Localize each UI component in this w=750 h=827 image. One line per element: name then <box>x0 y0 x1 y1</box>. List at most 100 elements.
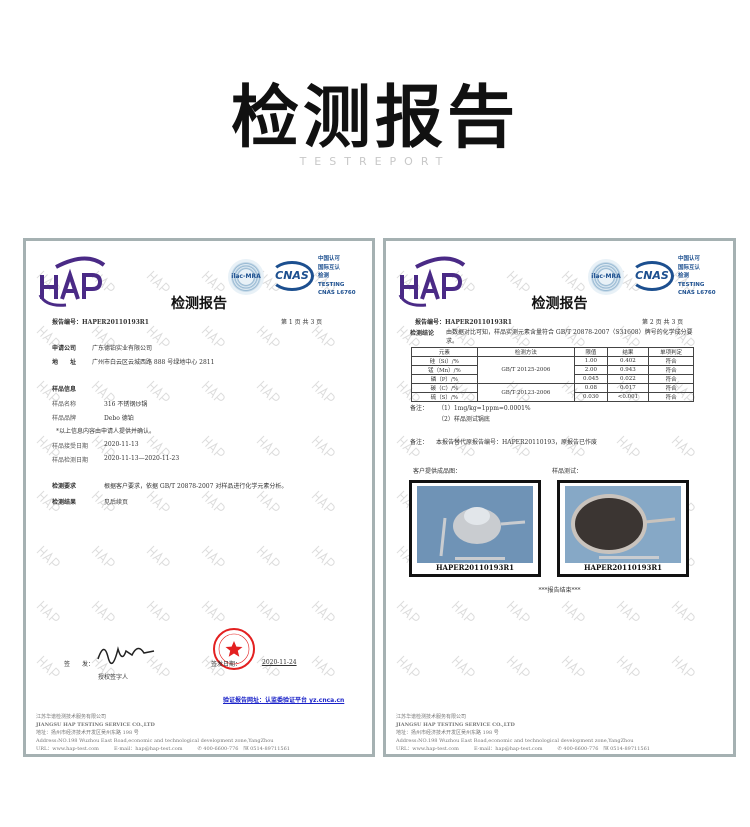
doc-title: 检测报告 <box>531 296 588 312</box>
verify-link[interactable]: 验证报告网址：认监委验证平台 yz.cnca.cn <box>223 697 345 704</box>
table-row: 硫（S）/% 0.030 <0.001 符合 <box>411 392 694 402</box>
hap-watermark-icon <box>146 380 170 401</box>
hap-watermark-icon <box>396 600 420 621</box>
note-1: （1）1mg/kg=1ppm=0.0001% <box>438 405 531 412</box>
sign-label: 签 发： <box>64 661 95 668</box>
signature <box>96 639 156 667</box>
hap-watermark-icon <box>146 600 170 621</box>
hap-watermark-icon <box>506 600 530 621</box>
hap-watermark-icon <box>146 270 170 291</box>
footer: 江苏华谱检测技术服务有限公司 JIANGSU HAP TESTING SERVIC… <box>396 714 650 752</box>
table-row: 硅（Si）/% GB/T 20125-2006 1.00 0.402 符合 <box>411 356 694 384</box>
photo1-label: 客户提供成品图： <box>413 468 462 475</box>
hap-watermark-icon <box>561 655 585 676</box>
hap-watermark-icon <box>146 545 170 566</box>
hap-watermark-icon <box>201 490 225 511</box>
hap-watermark-icon <box>616 600 640 621</box>
sub-title: TESTREPORT <box>299 155 451 168</box>
hap-watermark-icon <box>311 545 335 566</box>
main-title: 检测报告 <box>230 79 519 158</box>
note: *以上信息内容由申请人提供并确认。 <box>56 428 156 435</box>
sample-name-label: 样品名称 <box>52 401 77 408</box>
result: 见后续页 <box>104 499 129 506</box>
sample-name: 316 不锈钢炒锅 <box>104 401 148 408</box>
sign-date-label: 签发日期： <box>211 661 242 668</box>
sample-photo: HAPER20110193R1 <box>557 480 689 577</box>
hap-watermark-icon <box>671 435 695 456</box>
tested-date: 2020-11-13—2020-11-23 <box>104 455 180 462</box>
conclusion-label: 检测结论 <box>410 330 435 337</box>
product-photo: HAPER20110193R1 <box>409 480 541 577</box>
received-date: 2020-11-13 <box>104 441 139 448</box>
brand: Debo 德铂 <box>104 415 134 422</box>
report-number: 报告编号：HAPER20110193R1 <box>52 319 149 326</box>
table-header-row: 元素 检测方法 限值 结果 单项判定 <box>411 347 694 357</box>
page-info: 第 2 页 共 3 页 <box>642 319 684 326</box>
wok-with-lid-image <box>417 486 533 563</box>
doc-title: 检测报告 <box>171 296 227 312</box>
hap-watermark-icon <box>671 600 695 621</box>
hap-watermark-icon <box>256 545 280 566</box>
results-table: 元素 检测方法 限值 结果 单项判定 硅（Si）/% GB/T 20125-2006 1.0… <box>411 347 694 402</box>
sample-info-label: 样品信息 <box>52 386 77 393</box>
hap-watermark-icon <box>201 600 225 621</box>
address: 广州市白云区云城西路 888 号绿地中心 2811 <box>92 359 215 366</box>
address-label: 地 址 <box>52 359 77 366</box>
result-label: 检测结果 <box>52 499 77 506</box>
hap-watermark-icon <box>311 380 335 401</box>
hap-watermark-icon <box>561 600 585 621</box>
hap-watermark-icon <box>256 380 280 401</box>
hap-watermark-icon <box>451 600 475 621</box>
hap-watermark-icon <box>451 655 475 676</box>
hap-watermark-icon <box>201 325 225 346</box>
hap-logo <box>36 255 108 309</box>
hap-watermark-icon <box>146 490 170 511</box>
report-number: 报告编号：HAPER20110193R1 <box>415 319 512 326</box>
report-end: ***报告结束*** <box>538 587 581 594</box>
hap-watermark-icon <box>311 490 335 511</box>
hap-watermark-icon <box>91 545 115 566</box>
applicant: 广东德铂实业有限公司 <box>92 345 153 352</box>
hap-watermark-icon <box>201 380 225 401</box>
hap-watermark-icon <box>91 600 115 621</box>
hap-watermark-icon <box>36 545 60 566</box>
sign-date: 2020-11-24 <box>262 659 297 666</box>
cnas-logo: CNAS <box>270 261 314 291</box>
hap-watermark-icon <box>201 545 225 566</box>
notes-label: 备注： <box>410 405 429 412</box>
fax-icon: ℻ <box>243 746 251 752</box>
fax-icon: ℻ <box>603 746 611 752</box>
hap-watermark-icon <box>616 435 640 456</box>
table-row: 碳（C）/% GB/T 20123-2006 0.08 0.017 符合 <box>411 383 694 402</box>
hap-watermark-icon <box>396 655 420 676</box>
hap-watermark-icon <box>311 600 335 621</box>
ilac-mra-logo: ilac-MRA <box>228 259 264 295</box>
hap-watermark-icon <box>201 270 225 291</box>
hap-logo <box>396 255 468 309</box>
page-info: 第 1 页 共 3 页 <box>281 319 323 326</box>
note-2: （2）样品测试锅底 <box>438 416 490 423</box>
hap-watermark-icon <box>506 655 530 676</box>
hap-watermark-icon <box>561 270 585 291</box>
report-page-1: ilac-MRA CNAS 中国认可 国际互认 检测 TESTING CNAS L676… <box>23 238 375 757</box>
brand-label: 样品品牌 <box>52 415 77 422</box>
remark-label: 备注： <box>410 439 429 446</box>
hap-watermark-icon <box>506 270 530 291</box>
hap-watermark-icon <box>256 435 280 456</box>
requirement: 根据客户要求，依据 GB/T 20878-2007 对样品进行化学元素分析。 <box>104 483 288 490</box>
remark: 本报告替代原报告编号：HAPER20110193，原报告已作废 <box>436 439 598 446</box>
signer-label: 授权签字人 <box>98 674 129 681</box>
applicant-label: 申请公司 <box>52 345 77 352</box>
ilac-mra-logo: ilac-MRA <box>588 259 624 295</box>
photo2-label: 样品测试： <box>552 468 583 475</box>
cnas-logo: CNAS <box>630 261 674 291</box>
hap-watermark-icon <box>36 655 60 676</box>
hap-watermark-icon <box>256 490 280 511</box>
hap-watermark-icon <box>311 655 335 676</box>
requirement-label: 检测要求 <box>52 483 77 490</box>
wok-image <box>565 486 681 563</box>
phone-icon: ✆ <box>557 746 564 752</box>
hap-watermark-icon <box>256 600 280 621</box>
conclusion: 由数据对比可知，样品实测元素含量符合 GB/T 20878-2007（S3160… <box>446 329 693 345</box>
hap-watermark-icon <box>311 435 335 456</box>
